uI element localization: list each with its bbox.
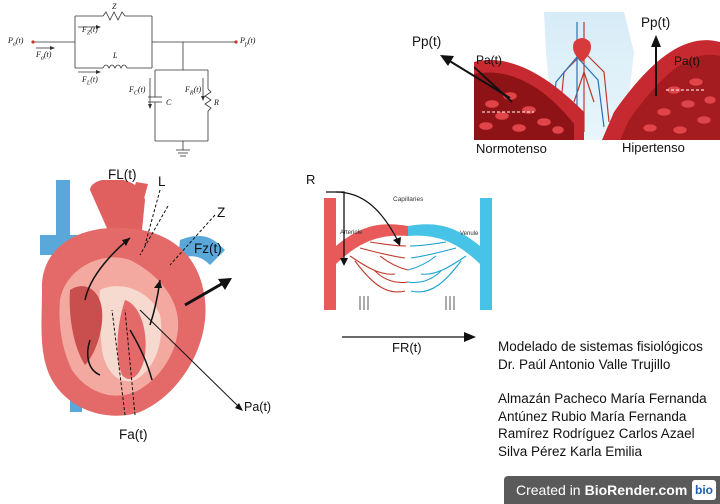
- author-name: Antúnez Rubio María Fernanda: [498, 408, 687, 424]
- credits-block: Modelado de sistemas fisiológicos Dr. Pa…: [498, 338, 707, 460]
- circuit-label-pp: Pp(t): [240, 36, 256, 48]
- circuit-label-fl: FL(t): [82, 75, 98, 87]
- professor-name: Dr. Paúl Antonio Valle Trujillo: [498, 356, 671, 372]
- capillary-bed-illustration: [324, 191, 492, 310]
- circuit-wires: [31, 11, 238, 157]
- author-name: Silva Pérez Karla Emilia: [498, 443, 643, 459]
- circuit-label-z: Z: [112, 2, 117, 11]
- biorender-logo-icon: bio: [692, 480, 716, 500]
- vessel-label-pa-left: Pa(t): [476, 53, 503, 67]
- circuit-label-pa: Pa(t): [8, 36, 24, 48]
- fr-arrow: [342, 332, 476, 342]
- windkessel-circuit: Pa(t) Fa(t) Z FZ(t) L FL(t) Pp(t) FC(t) …: [0, 0, 270, 165]
- capillary-label-capilares: Capillaries: [393, 196, 424, 203]
- heart-label-pa: Pa(t): [244, 400, 272, 414]
- circuit-label-c: C: [166, 98, 172, 107]
- capillary-label-venula: Venule: [460, 231, 479, 237]
- circuit-label-fa: Fa(t): [36, 50, 52, 62]
- capillary-label-r: R: [306, 172, 316, 187]
- circuit-label-fr: FR(t): [185, 85, 202, 97]
- circuit-label-fc: FC(t): [129, 85, 146, 97]
- vessel-label-pp-left: Pp(t): [412, 34, 442, 49]
- author-name: Almazán Pacheco María Fernanda: [498, 391, 707, 406]
- circuit-label-fz: FZ(t): [82, 25, 98, 37]
- badge-text: Created in BioRender.com: [516, 482, 688, 498]
- heart-label-fa: Fa(t): [119, 427, 148, 442]
- vessel-label-pa-right: Pa(t): [674, 54, 701, 68]
- author-name: Ramírez Rodríguez Carlos Azael: [498, 426, 695, 441]
- capillary-label-fr: FR(t): [392, 340, 422, 355]
- circuit-label-l: L: [113, 51, 118, 60]
- heart-label-fz: Fz(t): [194, 241, 222, 256]
- vessel-label-pp-right: Pp(t): [641, 15, 671, 30]
- circuit-label-r: R: [214, 98, 219, 107]
- heart-label-l: L: [158, 174, 166, 189]
- heart-label-fl: FL(t): [108, 167, 137, 182]
- biorender-badge[interactable]: Created in BioRender.com bio: [504, 476, 720, 504]
- vessel-label-normotenso: Normotenso: [476, 141, 547, 156]
- heart-annotations: [111, 189, 243, 416]
- heart-label-z: Z: [217, 205, 226, 220]
- heart-illustration: [40, 180, 225, 416]
- course-title: Modelado de sistemas fisiológicos: [498, 339, 703, 354]
- vessel-arrows: [440, 35, 661, 99]
- capillary-label-arteriola: Arteriole: [340, 230, 363, 236]
- vessel-label-hipertenso: Hipertenso: [622, 140, 685, 155]
- vessel-illustration: [474, 12, 720, 140]
